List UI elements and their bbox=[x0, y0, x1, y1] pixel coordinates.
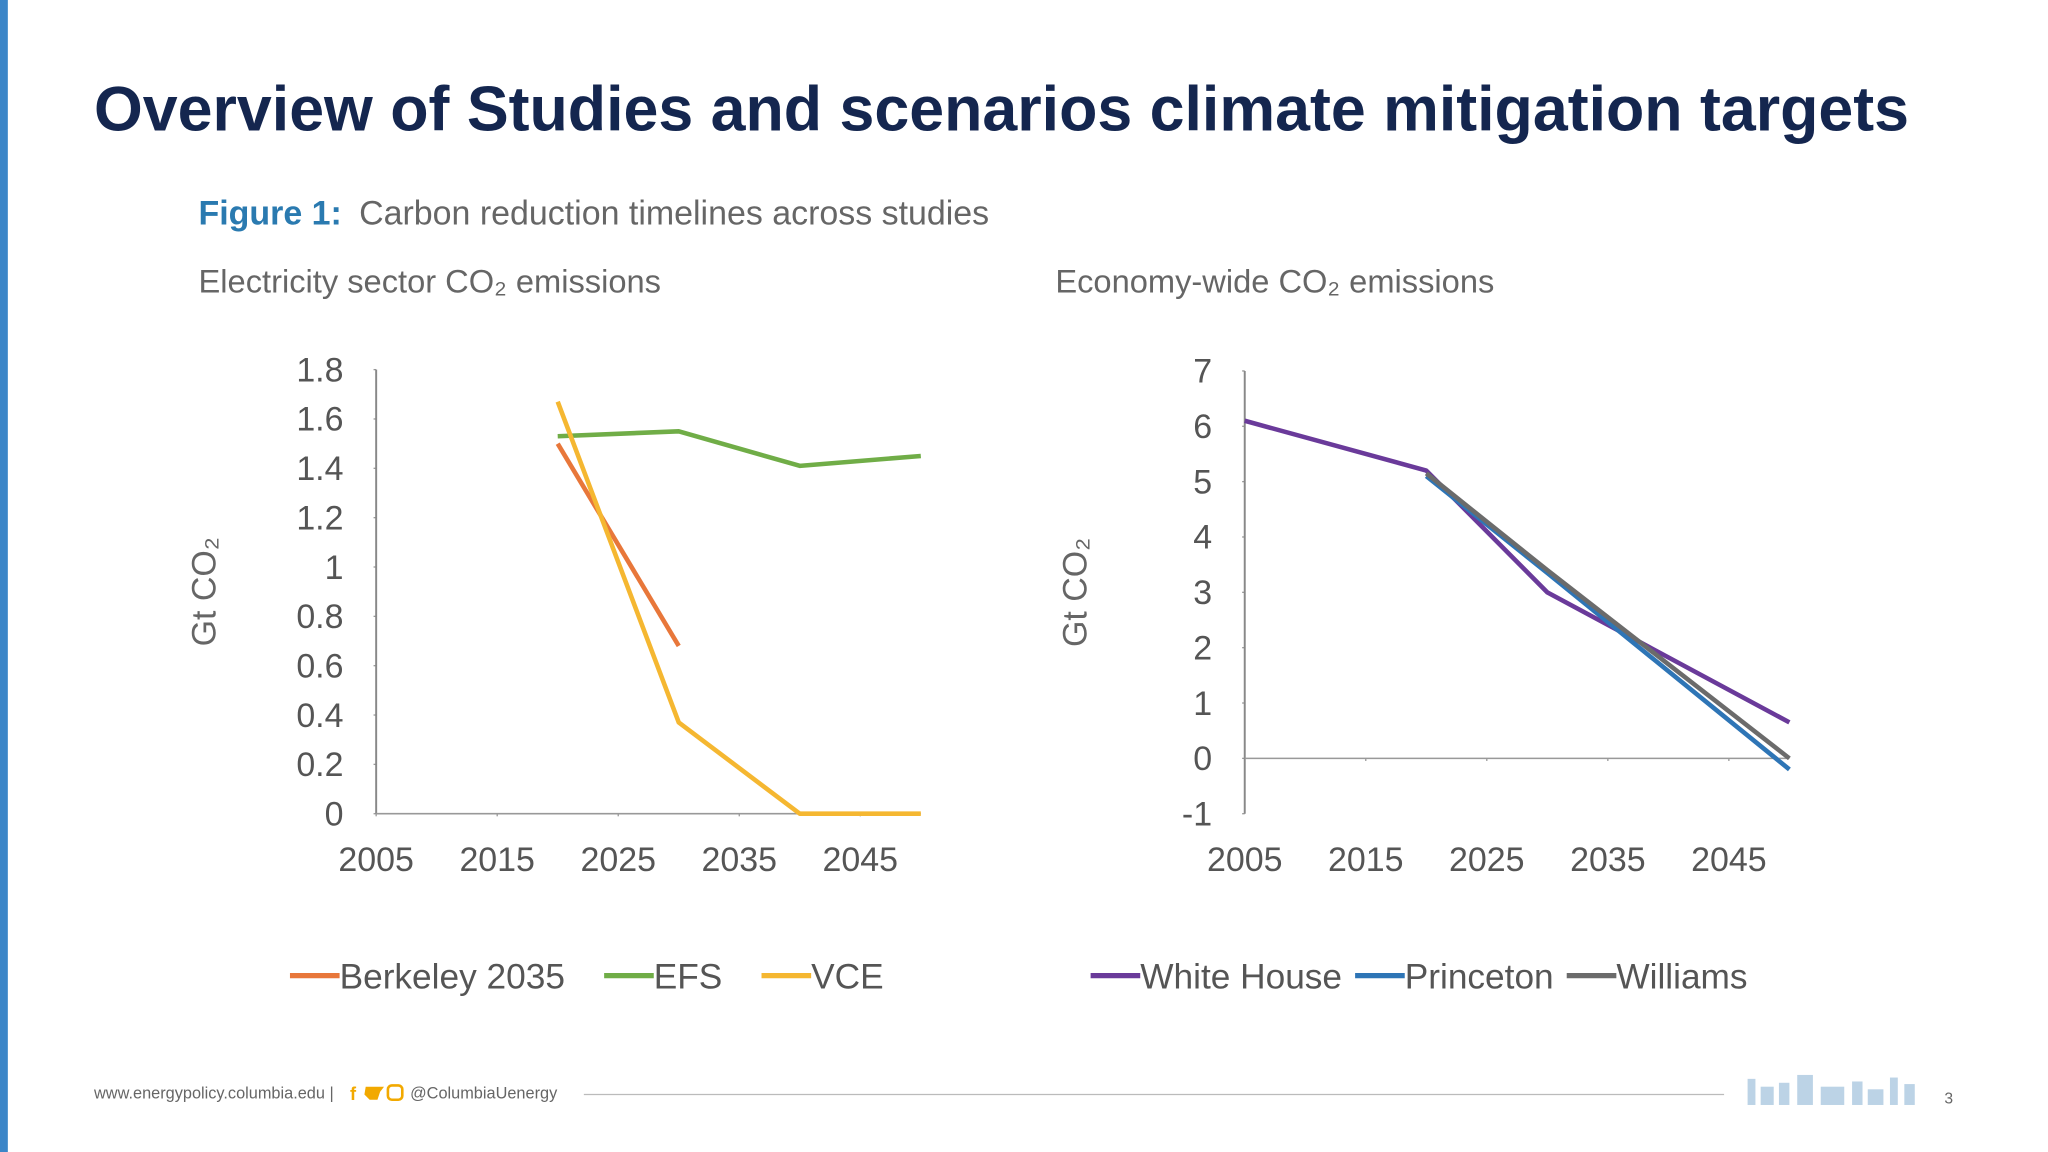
y-axis-label: Gt CO₂ bbox=[186, 537, 224, 646]
footer-handle: @ColumbiaUenergy bbox=[410, 1084, 558, 1102]
x-tick-label: 2045 bbox=[823, 841, 899, 879]
legend-label: Williams bbox=[1616, 958, 1747, 997]
facebook-icon: f bbox=[350, 1083, 357, 1104]
y-tick-label: 1.4 bbox=[296, 450, 343, 488]
twitter-icon bbox=[364, 1086, 384, 1100]
slide-title: Overview of Studies and scenarios climat… bbox=[94, 75, 1909, 145]
series-line bbox=[555, 400, 921, 816]
social-icons: f bbox=[350, 1083, 404, 1104]
chart-subtitle: Electricity sector CO₂ emissions bbox=[199, 263, 661, 300]
y-tick-label: 1 bbox=[1193, 685, 1212, 723]
y-tick-label: 0.2 bbox=[296, 746, 343, 784]
x-tick-label: 2005 bbox=[338, 841, 414, 879]
y-tick-label: 5 bbox=[1193, 463, 1212, 501]
x-tick-label: 2025 bbox=[580, 841, 656, 879]
page-number: 3 bbox=[1944, 1091, 1953, 1108]
legend-label: Princeton bbox=[1405, 958, 1554, 997]
y-tick-label: 0.4 bbox=[296, 697, 343, 735]
y-tick-label: 0 bbox=[1193, 740, 1212, 778]
y-tick-label: 6 bbox=[1193, 408, 1212, 446]
x-tick-label: 2045 bbox=[1691, 841, 1767, 879]
y-tick-label: 1.2 bbox=[296, 499, 343, 537]
x-tick-label: 2035 bbox=[702, 841, 778, 879]
series-line bbox=[1244, 418, 1791, 725]
figure-text: Carbon reduction timelines across studie… bbox=[359, 195, 989, 233]
x-tick-label: 2015 bbox=[1328, 841, 1404, 879]
side-stripe bbox=[0, 0, 8, 1152]
chart-subtitle: Economy-wide CO₂ emissions bbox=[1055, 263, 1494, 300]
series-line bbox=[555, 442, 681, 648]
y-tick-label: 7 bbox=[1193, 353, 1212, 391]
y-tick-label: 2 bbox=[1193, 629, 1212, 667]
x-tick-label: 2025 bbox=[1449, 841, 1525, 879]
y-tick-label: 4 bbox=[1193, 519, 1212, 557]
y-tick-label: 1.6 bbox=[296, 401, 343, 439]
y-tick-label: 0.8 bbox=[296, 598, 343, 636]
y-tick-label: 1.8 bbox=[296, 351, 343, 389]
y-tick-label: 0.6 bbox=[296, 647, 343, 685]
footer-url: www.energypolicy.columbia.edu | bbox=[93, 1084, 334, 1102]
y-tick-label: 3 bbox=[1193, 574, 1212, 612]
instagram-icon bbox=[386, 1084, 404, 1102]
series-line bbox=[1424, 471, 1791, 761]
x-tick-label: 2005 bbox=[1207, 841, 1283, 879]
y-axis-label: Gt CO₂ bbox=[1057, 538, 1095, 647]
legend-label: Berkeley 2035 bbox=[340, 958, 565, 997]
figure-caption: Figure 1: Carbon reduction timelines acr… bbox=[199, 195, 990, 233]
x-tick-label: 2015 bbox=[459, 841, 535, 879]
legend-label: VCE bbox=[811, 958, 883, 997]
x-tick-label: 2035 bbox=[1570, 841, 1646, 879]
y-tick-label: -1 bbox=[1182, 795, 1212, 833]
y-tick-label: 0 bbox=[325, 795, 344, 833]
series-line bbox=[557, 429, 922, 469]
legend-label: EFS bbox=[654, 958, 723, 997]
y-tick-label: 1 bbox=[325, 549, 344, 587]
figure-label: Figure 1: bbox=[199, 195, 342, 233]
skyline-icons bbox=[1747, 1074, 1915, 1105]
legend-label: White House bbox=[1140, 958, 1342, 997]
